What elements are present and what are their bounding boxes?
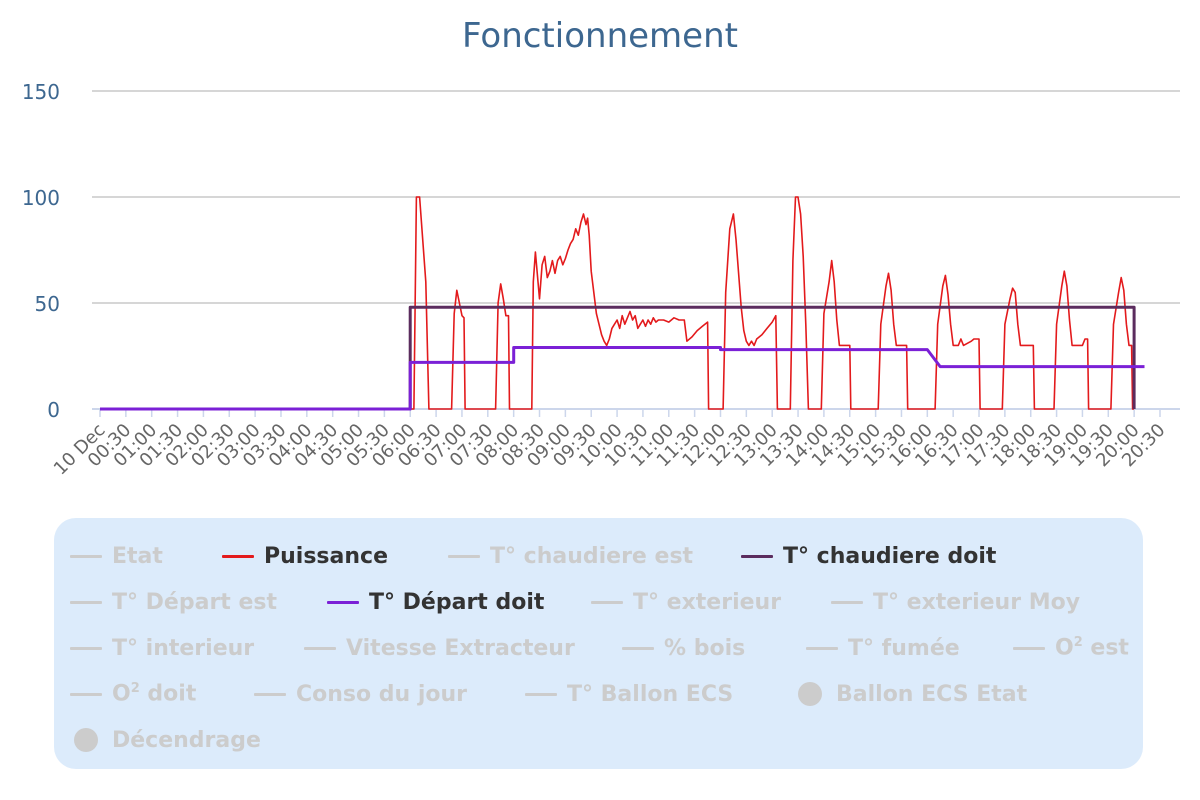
legend-line-icon (741, 541, 773, 571)
legend-label: Vitesse Extracteur (346, 635, 575, 661)
legend-line-icon (622, 633, 654, 663)
legend-item-vitesse-extracteur[interactable]: Vitesse Extracteur (304, 633, 575, 663)
legend-item-t-chaudiere-doit[interactable]: T° chaudiere doit (741, 541, 996, 571)
legend-line-icon (1013, 633, 1045, 663)
legend-line-icon (831, 587, 863, 617)
legend-label: Ballon ECS Etat (836, 681, 1028, 707)
series-line-t-d-part-doit (100, 346, 1145, 411)
legend-label: Décendrage (112, 727, 261, 753)
legend-item-t-exterieur[interactable]: T° exterieur (591, 587, 781, 617)
legend-line-icon (70, 679, 102, 709)
legend-line-icon (222, 541, 254, 571)
legend-label: O2 est (1055, 635, 1129, 661)
legend-line-icon (525, 679, 557, 709)
y-gridlines (92, 90, 1180, 410)
legend-line-icon (70, 633, 102, 663)
y-tick-label: 0 (47, 398, 60, 422)
legend-item-o-doit[interactable]: O2 doit (70, 679, 196, 709)
legend-item-t-chaudiere-est[interactable]: T° chaudiere est (448, 541, 693, 571)
legend-label: Puissance (264, 543, 388, 569)
y-tick-label: 150 (22, 80, 60, 104)
legend-label: O2 doit (112, 681, 197, 707)
legend-item-t-fum-e[interactable]: T° fumée (806, 633, 960, 663)
chart-title: Fonctionnement (462, 16, 738, 56)
legend-label: Conso du jour (296, 681, 468, 707)
x-axis-labels: 10 Dec00:3001:0001:3002:0002:3003:0003:3… (50, 409, 1170, 479)
legend-item-etat[interactable]: Etat (70, 541, 163, 571)
chart-area: Fonctionnement 0 50 100 150 10 Dec00:3001:0… (22, 16, 1180, 479)
legend-item-t-exterieur-moy[interactable]: T° exterieur Moy (831, 587, 1080, 617)
legend-label: T° chaudiere est (490, 543, 694, 569)
legend-item-t-d-part-est[interactable]: T° Départ est (70, 587, 277, 617)
legend-label: T° interieur (112, 635, 255, 661)
legend-label: T° Départ doit (369, 589, 545, 615)
legend-item-puissance[interactable]: Puissance (222, 541, 388, 571)
legend-item-bois[interactable]: % bois (622, 633, 745, 663)
legend-line-icon (448, 541, 480, 571)
legend-item-o-est[interactable]: O2 est (1013, 633, 1129, 663)
legend-label: % bois (664, 635, 746, 661)
legend-line-icon (254, 679, 286, 709)
legend-item-t-d-part-doit[interactable]: T° Départ doit (327, 587, 544, 617)
legend-dot-icon (794, 679, 826, 709)
legend-item-t-interieur[interactable]: T° interieur (70, 633, 254, 663)
legend-item-d-cendrage[interactable]: Décendrage (70, 725, 261, 755)
legend-line-icon (327, 587, 359, 617)
legend-line-icon (304, 633, 336, 663)
legend-label: T° fumée (848, 635, 960, 661)
legend-label: T° Ballon ECS (567, 681, 734, 707)
legend-label: T° exterieur Moy (873, 589, 1081, 615)
legend: Etat Puissance T° chaudiere est T° chaudier… (54, 518, 1143, 769)
legend-label: T° Départ est (112, 589, 277, 615)
legend-line-icon (70, 587, 102, 617)
legend-item-t-ballon-ecs[interactable]: T° Ballon ECS (525, 679, 733, 709)
legend-item-ballon-ecs-etat[interactable]: Ballon ECS Etat (794, 679, 1027, 709)
legend-line-icon (70, 541, 102, 571)
y-tick-label: 100 (22, 186, 60, 210)
y-tick-label: 50 (35, 292, 60, 316)
series-lines (100, 196, 1145, 411)
legend-item-conso-du-jour[interactable]: Conso du jour (254, 679, 467, 709)
legend-label: Etat (112, 543, 163, 569)
legend-label: T° exterieur (633, 589, 782, 615)
legend-line-icon (591, 587, 623, 617)
legend-dot-icon (70, 725, 102, 755)
legend-line-icon (806, 633, 838, 663)
y-axis-labels: 0 50 100 150 (22, 80, 60, 422)
legend-label: T° chaudiere doit (783, 543, 997, 569)
series-line-puissance (100, 196, 1135, 410)
